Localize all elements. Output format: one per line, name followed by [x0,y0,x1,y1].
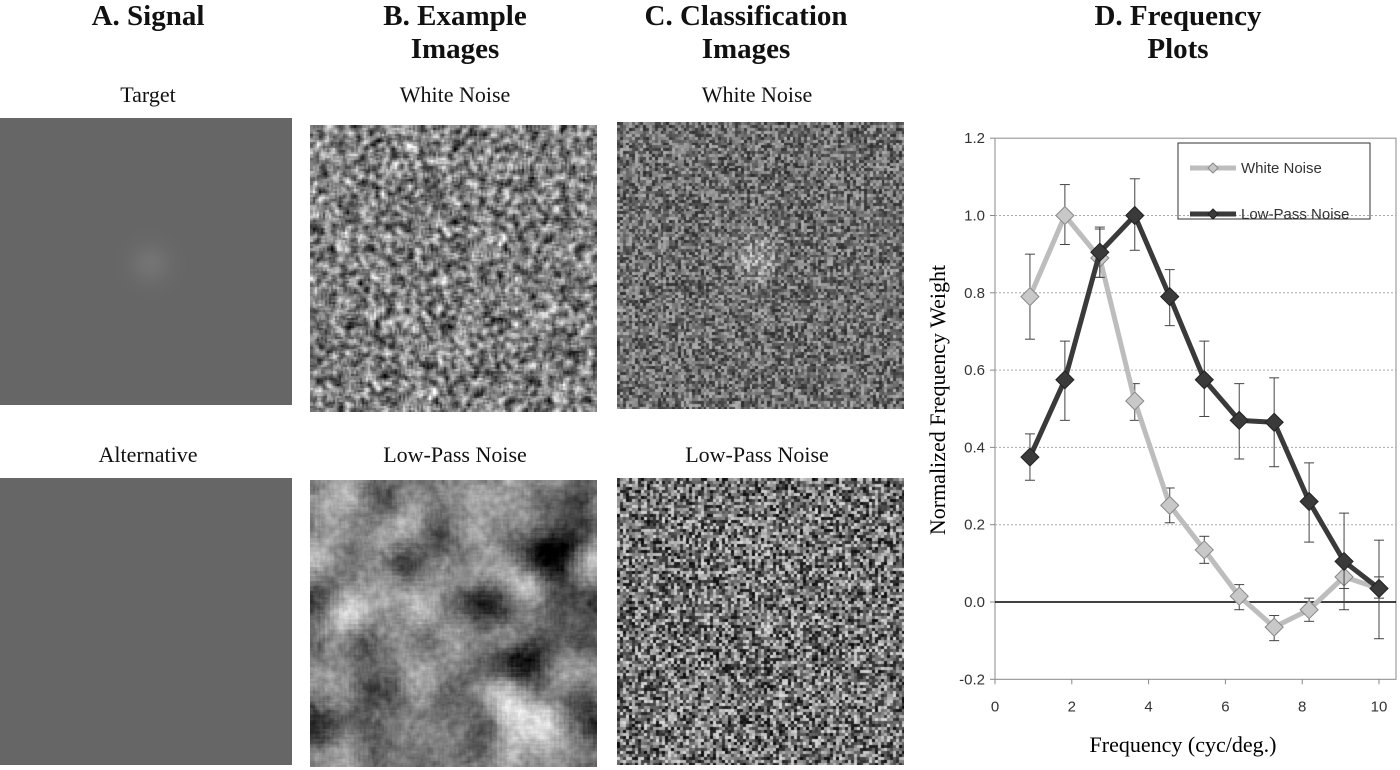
alternative-signal-image [0,478,292,765]
white-noise-marker [1020,286,1040,307]
low-pass-marker [1194,370,1214,390]
title-line: Images [701,33,791,65]
target-signal-image [0,118,292,405]
y-axis-label: Normalized Frequency Weight [925,265,950,535]
title-line: Images [410,33,500,65]
y-tick-label: 0.4 [964,439,985,456]
white-noise-marker [1160,495,1180,516]
panel-c-title: C. Classification Images [645,0,848,66]
y-tick-label: -0.2 [959,671,985,688]
white-noise-marker [1055,205,1075,226]
white-noise-marker [1194,540,1214,560]
white-noise-example-image [310,125,597,412]
panel-d-title: D. Frequency Plots [1094,0,1261,66]
x-tick-label: 10 [1371,698,1388,715]
panel-b-title: B. Example Images [383,0,526,66]
y-tick-label: 1.2 [964,130,985,147]
x-tick-label: 6 [1221,698,1229,715]
title-line: D. Frequency [1094,0,1262,32]
panel-a-title: A. Signal [91,0,205,32]
low-pass-marker [1299,491,1319,512]
white-noise-classification-image [617,122,904,409]
x-tick-label: 8 [1298,698,1306,715]
low-pass-marker [1160,286,1180,307]
low-pass-marker [1369,578,1389,599]
white-noise-marker [1229,586,1249,606]
x-axis-label: Frequency (cyc/deg.) [1090,732,1277,757]
white-noise-legend-marker [1207,162,1219,174]
panel-b-top-label: White Noise [399,82,511,107]
low-pass-marker [1090,242,1110,262]
panel-b-bottom-label: Low-Pass Noise [383,442,527,467]
panel-a-top-label: Target [120,82,176,107]
panel-c-bottom-label: Low-Pass Noise [685,442,829,467]
title-line: Plots [1147,33,1209,65]
low-pass-marker [1055,370,1075,390]
white-noise-marker [1125,391,1145,411]
title-line: C. Classification [644,0,848,32]
white-noise-marker [1299,600,1319,620]
low-pass-noise-example-image [310,480,597,767]
panel-a-bottom-label: Alternative [98,442,198,467]
y-tick-label: 1.0 [964,208,985,225]
low-pass-legend-marker [1207,208,1219,220]
y-tick-label: 0.6 [964,362,985,379]
y-tick-label: 0.8 [964,285,985,302]
low-pass-marker [1125,205,1145,226]
title-line: B. Example [383,0,527,32]
legend-label: White Noise [1241,160,1322,177]
low-pass-marker [1334,551,1354,572]
low-pass-marker [1264,412,1284,432]
x-tick-label: 2 [1068,698,1076,715]
low-pass-marker [1229,410,1249,431]
low-pass-marker [1020,447,1040,467]
x-tick-label: 4 [1144,698,1152,715]
white-noise-marker [1264,617,1284,637]
x-tick-label: 0 [991,698,999,715]
panel-c-top-label: White Noise [701,82,813,107]
legend-box [1177,142,1371,220]
y-tick-label: 0.0 [964,594,985,611]
legend-label: Low-Pass Noise [1241,206,1349,223]
y-tick-label: 0.2 [964,517,985,534]
low-pass-noise-classification-image [617,478,904,765]
